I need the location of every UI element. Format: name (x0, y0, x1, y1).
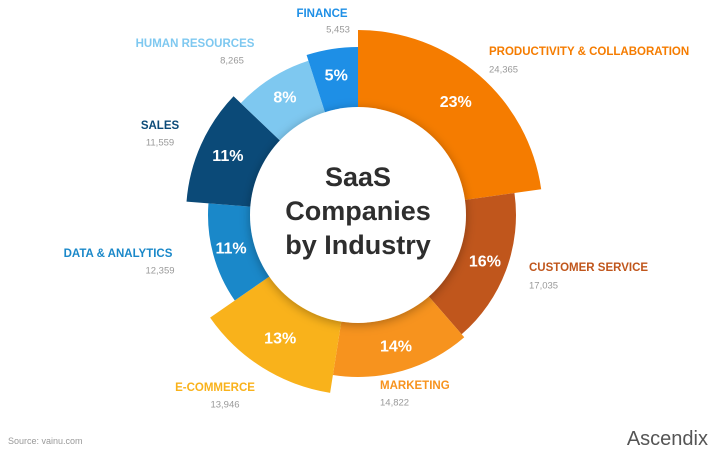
value-label: 5% (325, 67, 348, 84)
segment (358, 30, 542, 201)
count-label: 11,559 (146, 138, 174, 149)
chart-title: SaaS Companies by Industry (285, 162, 431, 260)
segment (306, 47, 358, 116)
value-label: 14% (380, 338, 412, 355)
segment (210, 274, 342, 393)
count-label: 8,265 (220, 56, 244, 67)
count-label: 14,822 (380, 398, 409, 409)
segment (426, 192, 516, 335)
category-label: CUSTOMER SERVICE (529, 262, 648, 274)
value-label: 16% (469, 254, 501, 271)
category-label: PRODUCTIVITY & COLLABORATION (489, 46, 689, 58)
count-label: 17,035 (529, 281, 558, 292)
count-label: 12,359 (145, 266, 174, 277)
value-label: 11% (212, 148, 243, 165)
value-label: 23% (440, 94, 472, 111)
category-label: DATA & ANALYTICS (64, 248, 173, 260)
value-label: 13% (264, 330, 296, 347)
segment (332, 294, 465, 377)
category-label: HUMAN RESOURCES (136, 38, 255, 50)
brand: Ascendix (626, 428, 708, 450)
value-label: 11% (215, 241, 246, 258)
count-label: 5,453 (326, 25, 350, 36)
source: Source: vainu.com (8, 436, 83, 446)
count-label: 24,365 (489, 65, 518, 76)
category-label: FINANCE (296, 8, 347, 20)
count-label: 13,946 (210, 400, 239, 411)
value-label: 8% (273, 90, 296, 107)
category-label: SALES (141, 120, 180, 132)
category-label: E-COMMERCE (175, 382, 255, 394)
category-label: MARKETING (380, 380, 450, 392)
center-circle (250, 107, 466, 323)
segment (207, 203, 272, 301)
